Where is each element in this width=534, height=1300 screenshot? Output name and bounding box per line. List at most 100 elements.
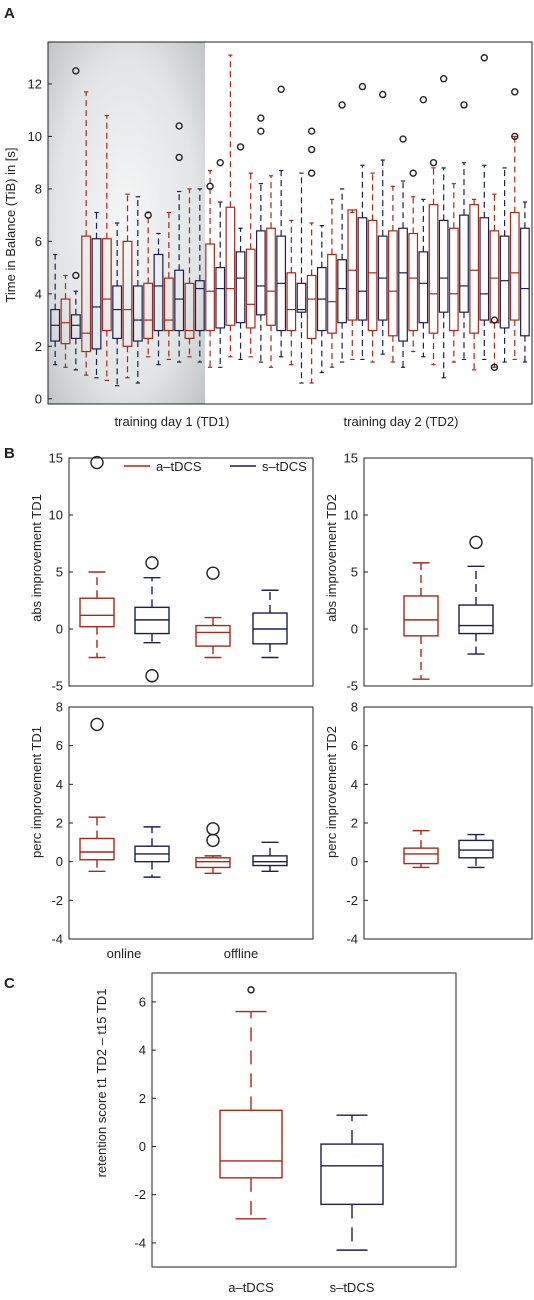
abs-td1-tick-label: 10: [49, 508, 63, 523]
box: [458, 839, 494, 859]
perc-td1-tick-label: 6: [56, 738, 63, 753]
panel-c-tick-label: 0: [139, 1139, 146, 1154]
category-label-s-tdcs: s–tDCS: [330, 1280, 375, 1295]
perc-td1-ylabel: perc improvement TD1: [29, 726, 44, 858]
box: [479, 217, 490, 321]
panel-c-frame: [151, 972, 457, 1268]
outlier: [90, 455, 104, 470]
perc-td1-tick-label: 2: [56, 816, 63, 831]
panel-a-ylabel: Time in Balance (TiB) in [s]: [3, 147, 18, 302]
box: [79, 597, 115, 628]
training-day-1-shading: [48, 42, 205, 404]
abs-td1-tick-label: 5: [56, 565, 63, 580]
abs-td2-tick-label: 10: [344, 508, 358, 523]
panel-letter-a: A: [4, 5, 15, 22]
outlier: [206, 833, 220, 848]
abs-td2-frame: [363, 457, 533, 687]
box: [388, 230, 398, 337]
perc-td1-frame: [68, 706, 314, 940]
panel-c-tick-label: 2: [139, 1091, 146, 1106]
legend-label-a-tdcs: a–tDCS: [156, 459, 202, 474]
panel-a-frame: [47, 41, 533, 405]
box: [509, 211, 520, 321]
outlier: [247, 986, 255, 994]
abs-td1-tick-label: 0: [56, 622, 63, 637]
box: [398, 227, 408, 342]
subplot-abs-improvement-td1: -5 0 5 10 15: [49, 451, 314, 694]
outlier: [206, 822, 220, 836]
box: [499, 235, 510, 329]
perc-td2-tick-label: -2: [346, 893, 358, 908]
abs-td1-tick-label: -5: [51, 679, 63, 694]
box: [296, 282, 307, 313]
box: [60, 298, 71, 345]
abs-td1-frame: [68, 457, 314, 687]
outlier: [175, 153, 183, 162]
legend-label-s-tdcs: s–tDCS: [262, 459, 307, 474]
abs-td2-tick-label: 0: [351, 622, 358, 637]
outlier: [399, 135, 407, 143]
panel-c-retention: -4 -2 0 2 4 6 retention score t1 TD2 – t15 TD…: [94, 972, 457, 1295]
outlier: [307, 169, 316, 177]
box: [252, 855, 288, 867]
outlier: [72, 271, 80, 280]
box: [520, 227, 530, 337]
outlier: [469, 535, 483, 550]
outlier: [144, 211, 152, 219]
box: [91, 238, 102, 350]
box: [327, 253, 337, 334]
box: [219, 1109, 283, 1179]
box: [438, 219, 449, 313]
panel-letter-b: B: [4, 445, 15, 462]
panel-a-time-in-balance: 0 2 4 6 8 10 12 Time in Balance (TiB) in [s] t…: [3, 41, 533, 429]
box: [70, 314, 81, 340]
box: [458, 604, 494, 635]
perc-td1-tick-label: 0: [56, 854, 63, 869]
box: [215, 266, 226, 329]
box: [235, 251, 246, 324]
panel-b-improvements: -5 0 5 10 15 -5 0 5 10 15 -4 -2 0 2 4 6 8 -4 -2 0 2 4 6 8 ab…: [29, 451, 533, 961]
box: [448, 227, 459, 332]
outlier: [358, 82, 367, 91]
panel-a-tick-label: 10: [28, 129, 42, 144]
outlier: [175, 122, 183, 130]
outlier: [439, 75, 448, 83]
panel-c-tick-label: 6: [139, 994, 146, 1009]
box: [418, 251, 429, 324]
box: [408, 232, 419, 332]
abs-td2-tick-label: 5: [351, 565, 358, 580]
outlier: [409, 169, 417, 177]
panel-a-tick-label: 0: [35, 391, 42, 406]
outlier: [72, 67, 80, 75]
box: [357, 217, 368, 321]
box: [367, 219, 378, 332]
outlier: [379, 90, 387, 99]
panel-letter-c: C: [4, 975, 15, 992]
outlier: [419, 96, 428, 104]
box: [245, 248, 256, 329]
outlier: [206, 182, 214, 190]
panel-c-tick-label: -2: [134, 1187, 146, 1202]
box: [174, 269, 185, 332]
abs-td2-tick-label: -5: [346, 679, 358, 694]
perc-td2-tick-label: -4: [346, 932, 358, 947]
group-label-td1: training day 1 (TD1): [115, 414, 230, 429]
legend: a–tDCS s–tDCS: [124, 459, 307, 474]
box: [184, 282, 195, 340]
abs-td2-tick-label: 15: [344, 451, 358, 466]
outlier: [307, 127, 316, 135]
group-label-td2: training day 2 (TD2): [344, 414, 459, 429]
outlier: [145, 669, 159, 683]
panel-a-tick-label: 4: [35, 286, 42, 301]
perc-td2-ylabel: perc improvement TD2: [324, 726, 339, 858]
outlier: [257, 127, 265, 135]
outlier: [257, 114, 265, 122]
abs-td1-ylabel: abs improvement TD1: [29, 494, 44, 622]
outlier: [480, 54, 488, 62]
box: [306, 274, 317, 340]
box: [79, 837, 115, 861]
box: [286, 272, 297, 332]
category-label-online: online: [107, 946, 142, 961]
perc-td2-frame: [363, 706, 533, 940]
